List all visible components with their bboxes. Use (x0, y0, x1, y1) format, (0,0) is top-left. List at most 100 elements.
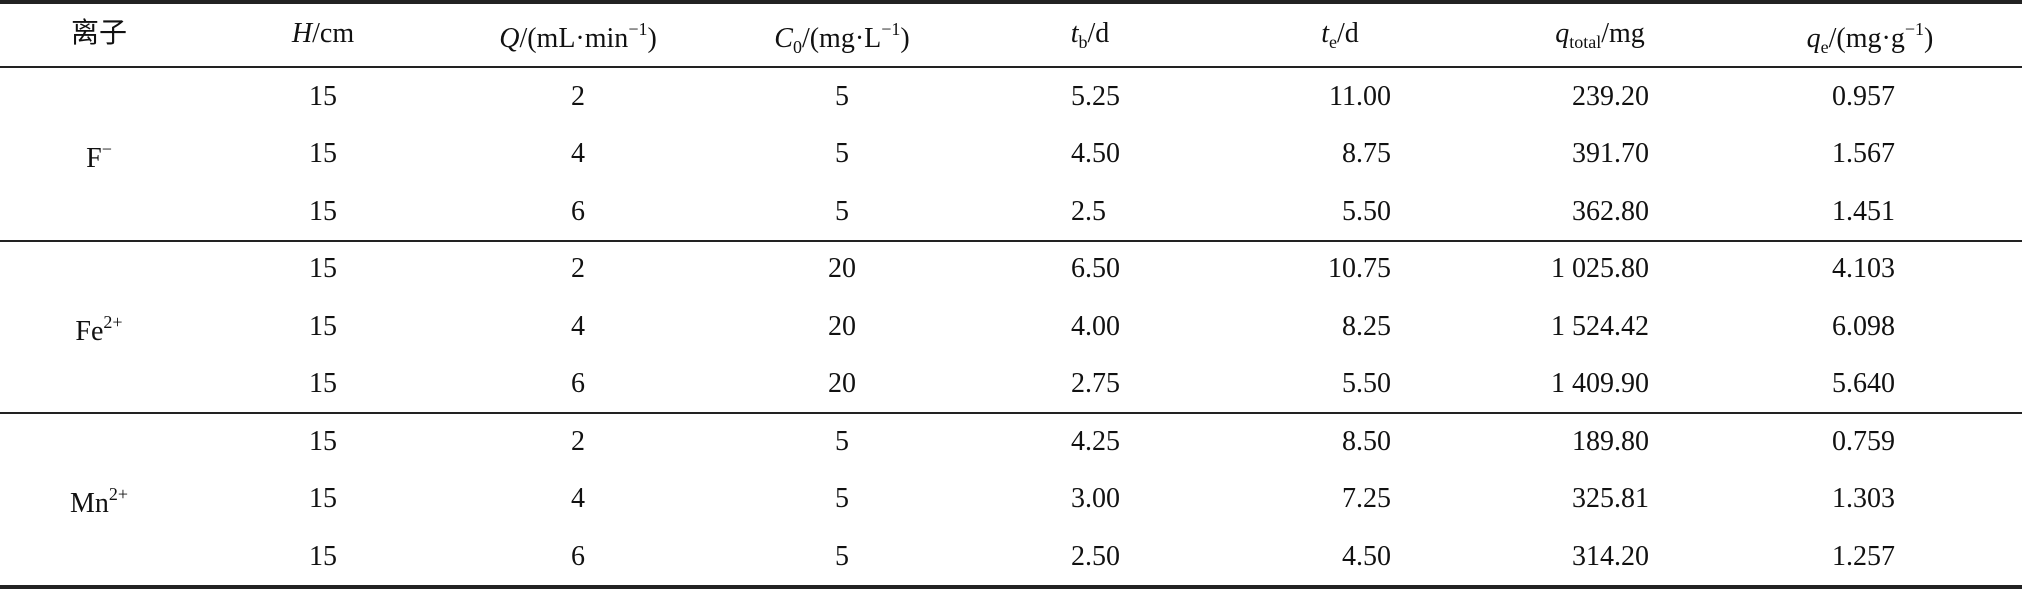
text-run: Mn (69, 488, 109, 520)
data-cell: 7.25 (1342, 483, 1391, 515)
text-run: /(mg·g (1828, 23, 1905, 54)
text-run: t (1321, 18, 1329, 49)
data-cell: 4 (571, 138, 585, 170)
data-cell: 15 (309, 368, 337, 400)
data-cell: 0.759 (1832, 425, 1895, 457)
data-cell: 5.50 (1342, 368, 1391, 400)
data-cell: 8.50 (1342, 425, 1391, 457)
text-run: q (1555, 18, 1570, 49)
header-cell: qe/(mg·g−1) (1807, 20, 1934, 56)
text-run: ) (1924, 23, 1934, 54)
text-run: /d (1337, 18, 1359, 49)
data-cell: 1.303 (1832, 483, 1895, 515)
data-cell: 3.00 (1071, 483, 1120, 515)
text-run: q (1806, 23, 1821, 54)
data-cell: 4.50 (1071, 138, 1120, 170)
data-cell: 15 (309, 310, 337, 342)
text-run: C (774, 23, 793, 54)
data-cell: 4.00 (1071, 310, 1120, 342)
data-cell: 15 (309, 195, 337, 227)
text-run: −1 (628, 19, 648, 39)
header-cell: qtotal/mg (1555, 18, 1645, 52)
data-cell: 20 (828, 253, 856, 285)
data-cell: 391.70 (1572, 138, 1649, 170)
group-rule (0, 240, 2022, 242)
text-run: − (101, 139, 112, 160)
data-cell: 10.75 (1328, 253, 1391, 285)
data-cell: 1.451 (1832, 195, 1895, 227)
data-cell: 2.75 (1071, 368, 1120, 400)
bottom-rule (0, 585, 2022, 589)
data-cell: 325.81 (1572, 483, 1649, 515)
data-cell: 6.50 (1071, 253, 1120, 285)
data-cell: 4.50 (1342, 540, 1391, 572)
header-rule (0, 66, 2022, 68)
data-cell: 2.5 (1071, 195, 1106, 227)
text-run: 离子 (70, 18, 128, 49)
text-run: 2+ (103, 311, 123, 332)
top-rule (0, 0, 2022, 4)
text-run: 0 (792, 37, 802, 57)
data-cell: 11.00 (1329, 80, 1391, 112)
header-cell: tb/d (1070, 18, 1110, 52)
data-cell: 15 (309, 80, 337, 112)
data-cell: 15 (309, 540, 337, 572)
data-cell: 15 (309, 253, 337, 285)
text-run: t (1070, 18, 1079, 49)
header-cell: Q/(mL·min−1) (499, 20, 657, 53)
data-cell: 4 (571, 483, 585, 515)
data-cell: 6 (571, 540, 585, 572)
data-cell: 6 (571, 368, 585, 400)
text-run: H (291, 18, 313, 49)
text-run: Q (499, 23, 520, 54)
data-cell: 5.640 (1832, 368, 1895, 400)
data-cell: 20 (828, 310, 856, 342)
data-cell: 4.103 (1832, 253, 1895, 285)
data-cell: 2 (571, 253, 585, 285)
ion-label: Mn2+ (70, 485, 128, 518)
ion-label: Fe2+ (75, 313, 122, 346)
data-cell: 2 (571, 80, 585, 112)
data-cell: 4 (571, 310, 585, 342)
text-run: b (1078, 32, 1088, 52)
data-cell: 5 (835, 195, 849, 227)
data-cell: 8.25 (1342, 310, 1391, 342)
data-cell: 2 (571, 425, 585, 457)
text-run: total (1569, 32, 1602, 52)
data-cell: 4.25 (1071, 425, 1120, 457)
text-run: e (1820, 37, 1829, 57)
text-run: /cm (312, 18, 355, 49)
data-cell: 8.75 (1342, 138, 1391, 170)
text-run: /(mg·L (801, 23, 882, 54)
data-cell: 1 409.90 (1551, 368, 1649, 400)
data-cell: 1 025.80 (1551, 253, 1649, 285)
data-cell: 1.567 (1832, 138, 1895, 170)
data-cell: 6.098 (1832, 310, 1895, 342)
data-cell: 6 (571, 195, 585, 227)
data-cell: 5 (835, 425, 849, 457)
data-cell: 189.80 (1572, 425, 1649, 457)
header-cell: 离子 (71, 20, 127, 48)
data-cell: 5 (835, 80, 849, 112)
text-run: ) (900, 23, 910, 54)
data-cell: 5 (835, 483, 849, 515)
data-cell: 15 (309, 425, 337, 457)
data-cell: 362.80 (1572, 195, 1649, 227)
text-run: F (86, 143, 102, 175)
text-run: −1 (881, 19, 901, 39)
header-cell: te/d (1321, 18, 1359, 52)
ion-label: F− (86, 140, 112, 173)
data-cell: 5 (835, 138, 849, 170)
data-cell: 5 (835, 540, 849, 572)
text-run: /(mL·min (519, 23, 629, 54)
text-run: ) (647, 23, 657, 54)
data-cell: 5.50 (1342, 195, 1391, 227)
text-run: /d (1087, 18, 1110, 49)
header-cell: C0/(mg·L−1) (774, 20, 909, 56)
data-cell: 1 524.42 (1551, 310, 1649, 342)
data-cell: 239.20 (1572, 80, 1649, 112)
data-cell: 15 (309, 483, 337, 515)
data-cell: 0.957 (1832, 80, 1895, 112)
text-run: Fe (75, 315, 104, 347)
